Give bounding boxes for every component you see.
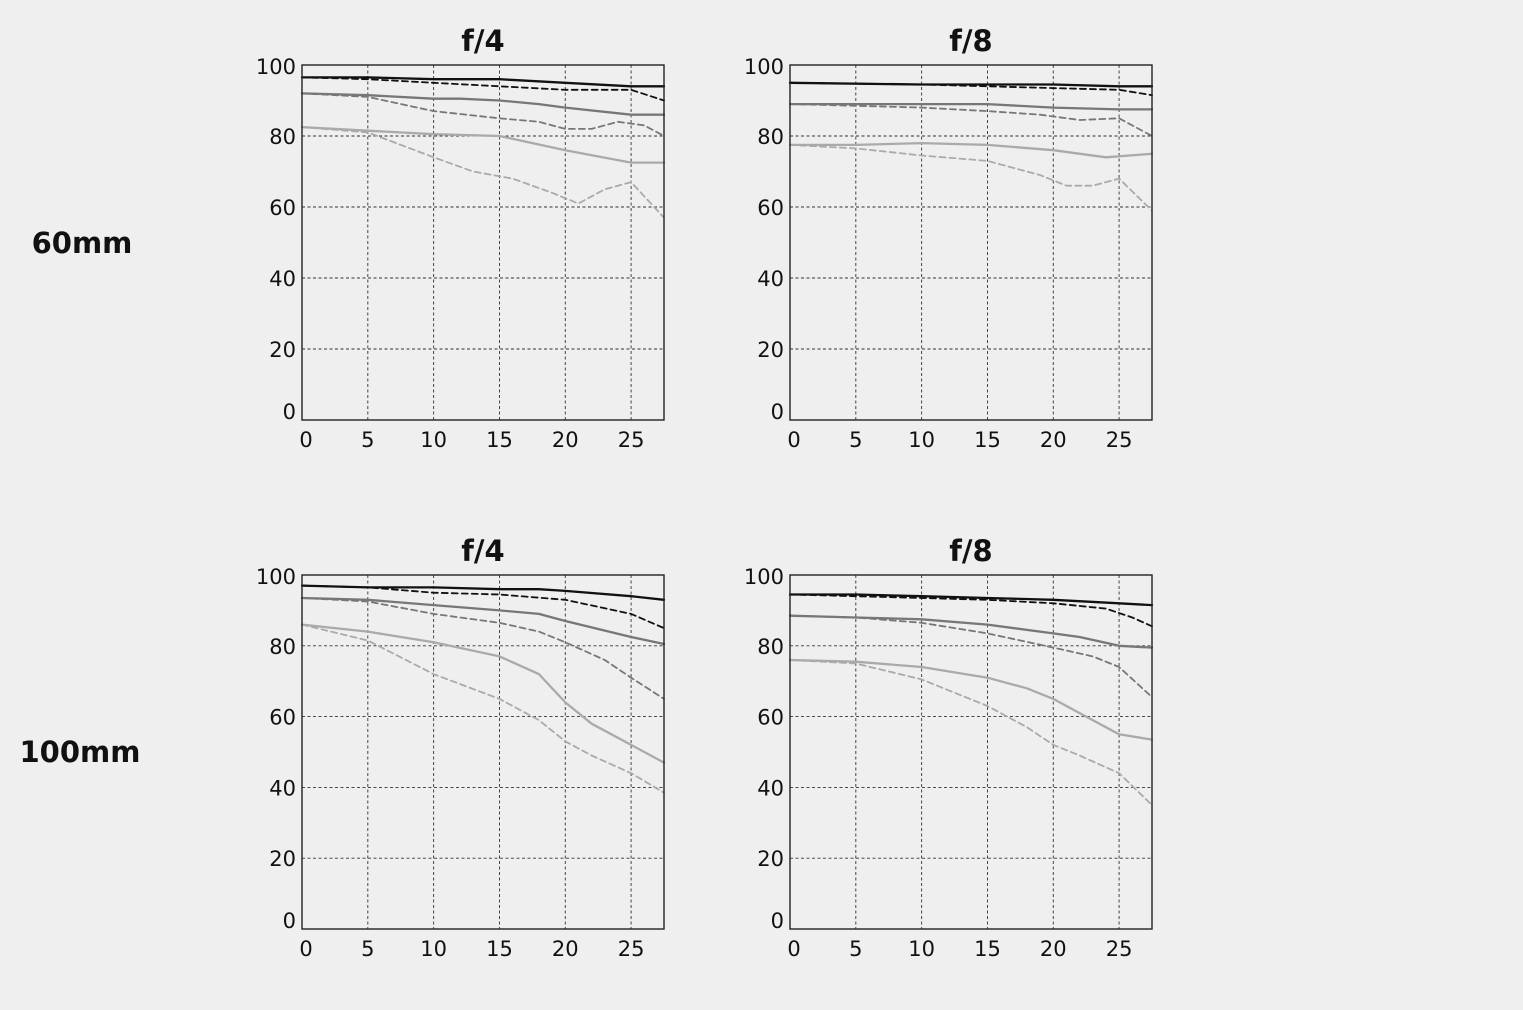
y-tick-label: 80: [757, 635, 784, 659]
x-tick-label: 5: [849, 428, 862, 452]
panel-title-100mm-f-4: f/4: [461, 534, 504, 568]
series-line-6-dashed: [789, 143, 1153, 212]
x-tick-label: 20: [1040, 937, 1067, 961]
series-line-6-dashed: [789, 659, 1153, 806]
chart-panel-60mm-f4: f/4 0 5 10 15 20 25 0 20 40 60 80 100: [256, 24, 666, 452]
chart-panel-100mm-f4: f/4 0 5 10 15 20 25 0 20 40 60 80 100: [256, 534, 666, 961]
series-line-6-dashed: [301, 126, 665, 219]
x-tick-label: 20: [1040, 428, 1067, 452]
x-tick-label: 25: [1106, 428, 1133, 452]
series-line-1-solid: [300, 76, 666, 88]
x-tick-label: 25: [1106, 937, 1133, 961]
series-line-3-solid: [300, 92, 666, 116]
row-label-60mm: 60mm: [32, 226, 133, 260]
x-tick-label: 0: [787, 937, 800, 961]
series-line-4-dashed: [789, 103, 1153, 137]
series-line-2-dashed: [301, 76, 665, 102]
series-line-5-solid: [788, 141, 1154, 159]
y-tick-label: 0: [283, 909, 296, 933]
plot-frame: [789, 64, 1153, 421]
y-tick-label: 20: [269, 338, 296, 362]
panel-title-60mm-f-8: f/8: [949, 24, 992, 58]
series-line-1-solid: [788, 593, 1154, 607]
plot-frame: [301, 64, 665, 421]
x-tick-label: 0: [299, 937, 312, 961]
x-tick-label: 0: [299, 428, 312, 452]
y-tick-label: 0: [771, 400, 784, 424]
plot-frame: [301, 574, 665, 930]
series-line-1-solid: [300, 584, 666, 601]
y-tick-label: 40: [757, 267, 784, 291]
y-tick-label: 20: [757, 338, 784, 362]
series-line-6-dashed: [301, 623, 665, 794]
x-tick-label: 20: [552, 937, 579, 961]
series-line-4-dashed: [301, 597, 665, 700]
x-tick-label: 25: [618, 428, 645, 452]
y-tick-label: 0: [771, 909, 784, 933]
y-tick-label: 20: [269, 847, 296, 871]
row-label-100mm: 100mm: [20, 735, 141, 769]
chart-panel-100mm-f8: f/8 0 5 10 15 20 25 0 20 40 60 80 100: [744, 534, 1154, 961]
series-line-3-solid: [788, 102, 1154, 111]
x-tick-label: 25: [618, 937, 645, 961]
y-tick-label: 60: [269, 196, 296, 220]
x-tick-label: 10: [908, 428, 935, 452]
y-tick-label: 60: [269, 706, 296, 730]
y-tick-label: 20: [757, 847, 784, 871]
series-line-5-solid: [788, 658, 1154, 741]
x-tick-label: 0: [787, 428, 800, 452]
y-tick-label: 80: [269, 635, 296, 659]
y-tick-label: 80: [757, 125, 784, 149]
y-tick-label: 60: [757, 196, 784, 220]
series-line-5-solid: [300, 125, 666, 164]
panel-title-100mm-f-8: f/8: [949, 534, 992, 568]
y-tick-label: 80: [269, 125, 296, 149]
y-tick-label: 100: [744, 55, 784, 79]
x-tick-label: 5: [849, 937, 862, 961]
y-tick-label: 40: [269, 776, 296, 800]
series-line-3-solid: [300, 596, 666, 646]
chart-panel-60mm-f8: f/8 0 5 10 15 20 25 0 20 40 60 80 100: [744, 24, 1154, 452]
y-tick-label: 0: [283, 400, 296, 424]
series-line-2-dashed: [789, 593, 1153, 628]
x-tick-label: 15: [486, 937, 513, 961]
x-tick-label: 15: [486, 428, 513, 452]
x-tick-label: 15: [974, 428, 1001, 452]
y-tick-label: 100: [256, 565, 296, 589]
y-tick-label: 40: [269, 267, 296, 291]
series-line-2-dashed: [301, 584, 665, 629]
y-tick-label: 100: [256, 55, 296, 79]
y-tick-label: 100: [744, 565, 784, 589]
y-tick-label: 60: [757, 706, 784, 730]
series-line-4-dashed: [789, 614, 1153, 698]
plot-frame: [789, 574, 1153, 930]
x-tick-label: 5: [361, 937, 374, 961]
x-tick-label: 20: [552, 428, 579, 452]
series-line-4-dashed: [301, 92, 665, 137]
panel-title-60mm-f-4: f/4: [461, 24, 504, 58]
x-tick-label: 10: [420, 428, 447, 452]
x-tick-label: 10: [908, 937, 935, 961]
series-line-3-solid: [788, 614, 1154, 649]
x-tick-label: 10: [420, 937, 447, 961]
x-tick-label: 15: [974, 937, 1001, 961]
series-line-2-dashed: [789, 81, 1153, 97]
x-tick-label: 5: [361, 428, 374, 452]
series-line-5-solid: [300, 623, 666, 764]
y-tick-label: 40: [757, 776, 784, 800]
